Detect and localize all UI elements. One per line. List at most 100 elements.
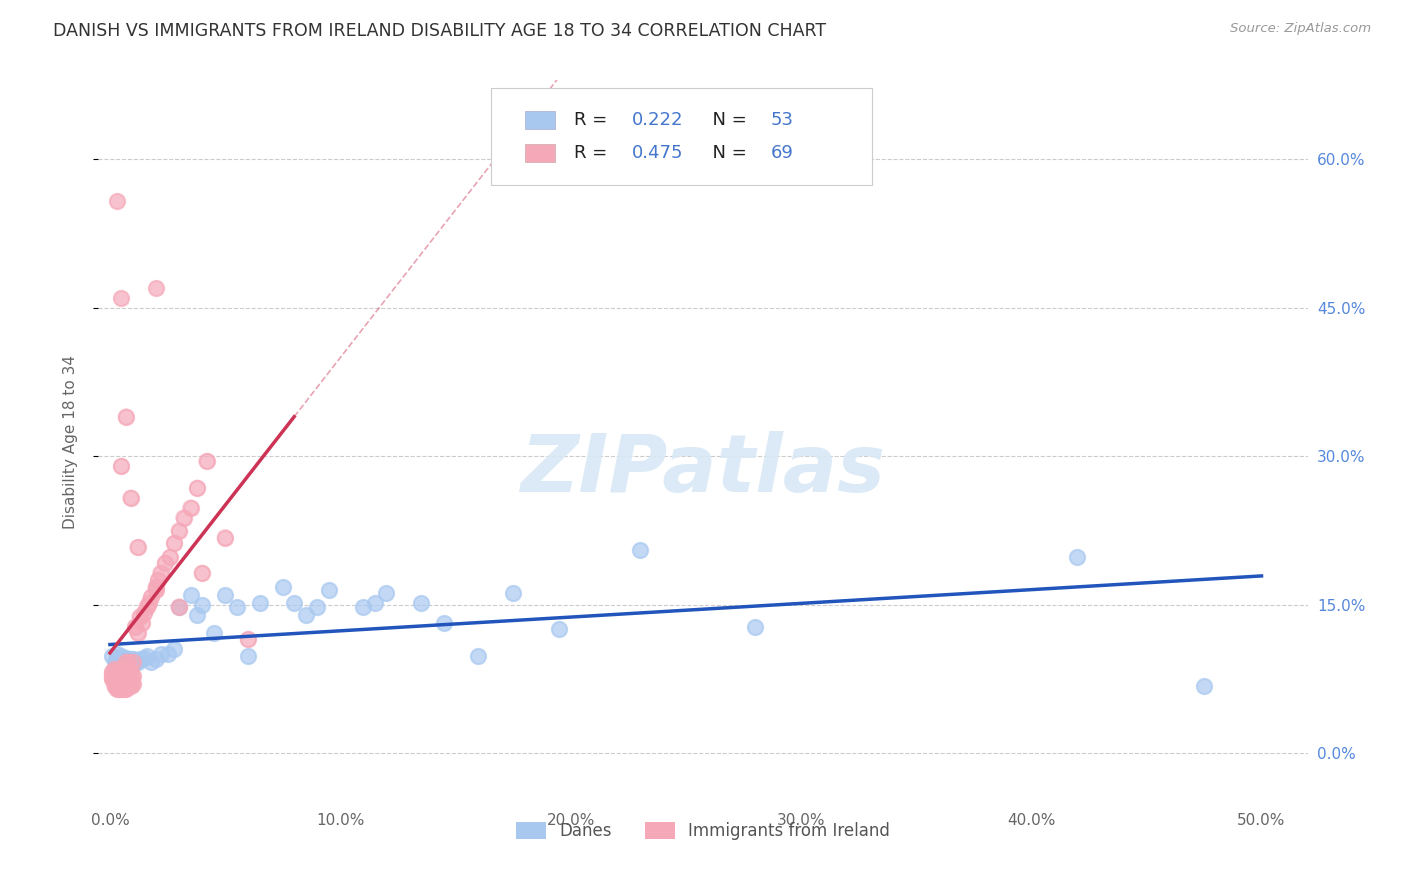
Point bbox=[167, 524, 190, 538]
Point bbox=[103, 672, 125, 686]
Immigrants from Ireland bbox=[135, 599, 157, 614]
Danes bbox=[124, 655, 146, 669]
Point bbox=[110, 681, 132, 696]
Point bbox=[115, 655, 138, 669]
Point bbox=[112, 681, 135, 696]
Immigrants from Ireland bbox=[145, 582, 167, 597]
Immigrants from Ireland bbox=[101, 665, 124, 680]
Point bbox=[112, 675, 135, 690]
Point bbox=[214, 531, 236, 545]
Immigrants from Ireland bbox=[115, 409, 138, 424]
Point bbox=[163, 536, 186, 550]
Danes bbox=[1066, 550, 1088, 565]
Immigrants from Ireland bbox=[122, 669, 145, 683]
Point bbox=[120, 672, 142, 686]
Immigrants from Ireland bbox=[167, 599, 190, 614]
Danes bbox=[433, 615, 456, 630]
Text: N =: N = bbox=[700, 111, 752, 128]
Immigrants from Ireland bbox=[103, 672, 125, 686]
Immigrants from Ireland bbox=[155, 556, 177, 570]
Point bbox=[103, 667, 125, 681]
Danes bbox=[112, 655, 135, 669]
Danes bbox=[375, 586, 398, 600]
Immigrants from Ireland bbox=[110, 675, 132, 690]
Immigrants from Ireland bbox=[145, 281, 167, 295]
Danes bbox=[108, 657, 131, 672]
Immigrants from Ireland bbox=[112, 675, 135, 690]
Point bbox=[115, 672, 138, 686]
Danes bbox=[214, 588, 236, 602]
Danes bbox=[271, 580, 294, 594]
Text: R =: R = bbox=[574, 144, 613, 161]
Immigrants from Ireland bbox=[167, 524, 190, 538]
Immigrants from Ireland bbox=[112, 679, 135, 693]
Immigrants from Ireland bbox=[124, 619, 146, 633]
Immigrants from Ireland bbox=[149, 566, 172, 581]
Point bbox=[115, 665, 138, 680]
Immigrants from Ireland bbox=[115, 665, 138, 680]
Danes bbox=[120, 652, 142, 666]
Point bbox=[115, 681, 138, 696]
Immigrants from Ireland bbox=[145, 580, 167, 594]
Point bbox=[103, 662, 125, 676]
Point bbox=[101, 665, 124, 680]
Immigrants from Ireland bbox=[108, 665, 131, 680]
Text: R =: R = bbox=[574, 111, 613, 128]
Immigrants from Ireland bbox=[134, 606, 156, 620]
Text: Source: ZipAtlas.com: Source: ZipAtlas.com bbox=[1230, 22, 1371, 36]
Point bbox=[173, 510, 195, 524]
Immigrants from Ireland bbox=[159, 550, 181, 565]
Danes bbox=[236, 649, 259, 664]
Point bbox=[110, 679, 132, 693]
Immigrants from Ireland bbox=[105, 672, 128, 686]
Danes bbox=[225, 599, 247, 614]
Point bbox=[131, 615, 153, 630]
Point bbox=[117, 655, 139, 669]
Point bbox=[103, 675, 125, 690]
Immigrants from Ireland bbox=[141, 590, 163, 604]
Danes bbox=[186, 607, 208, 622]
Immigrants from Ireland bbox=[122, 655, 145, 669]
Immigrants from Ireland bbox=[127, 625, 149, 640]
Point bbox=[115, 677, 138, 691]
Point bbox=[236, 632, 259, 647]
Point bbox=[195, 454, 218, 468]
Text: DANISH VS IMMIGRANTS FROM IRELAND DISABILITY AGE 18 TO 34 CORRELATION CHART: DANISH VS IMMIGRANTS FROM IRELAND DISABI… bbox=[53, 22, 827, 40]
Immigrants from Ireland bbox=[110, 681, 132, 696]
Immigrants from Ireland bbox=[117, 672, 139, 686]
FancyBboxPatch shape bbox=[526, 111, 555, 128]
Immigrants from Ireland bbox=[120, 665, 142, 680]
Danes bbox=[145, 652, 167, 666]
Point bbox=[117, 665, 139, 680]
Point bbox=[155, 556, 177, 570]
Danes bbox=[122, 657, 145, 672]
Text: 69: 69 bbox=[770, 144, 793, 161]
Point bbox=[159, 550, 181, 565]
Danes bbox=[105, 652, 128, 666]
Danes bbox=[110, 649, 132, 664]
Danes bbox=[628, 543, 651, 558]
Immigrants from Ireland bbox=[195, 454, 218, 468]
Immigrants from Ireland bbox=[110, 679, 132, 693]
Immigrants from Ireland bbox=[112, 662, 135, 676]
Point bbox=[108, 677, 131, 691]
Immigrants from Ireland bbox=[236, 632, 259, 647]
Point bbox=[122, 669, 145, 683]
Text: 0.222: 0.222 bbox=[631, 111, 683, 128]
Point bbox=[180, 500, 202, 515]
Point bbox=[138, 596, 160, 610]
Point bbox=[105, 672, 128, 686]
Point bbox=[101, 672, 124, 686]
Point bbox=[108, 672, 131, 686]
Danes bbox=[1192, 679, 1215, 693]
Danes bbox=[163, 642, 186, 657]
Immigrants from Ireland bbox=[115, 655, 138, 669]
Danes bbox=[744, 619, 766, 633]
Point bbox=[127, 625, 149, 640]
Danes bbox=[283, 596, 305, 610]
Immigrants from Ireland bbox=[148, 573, 170, 587]
Point bbox=[108, 681, 131, 696]
Point bbox=[112, 662, 135, 676]
Danes bbox=[191, 598, 214, 612]
Danes bbox=[101, 649, 124, 664]
